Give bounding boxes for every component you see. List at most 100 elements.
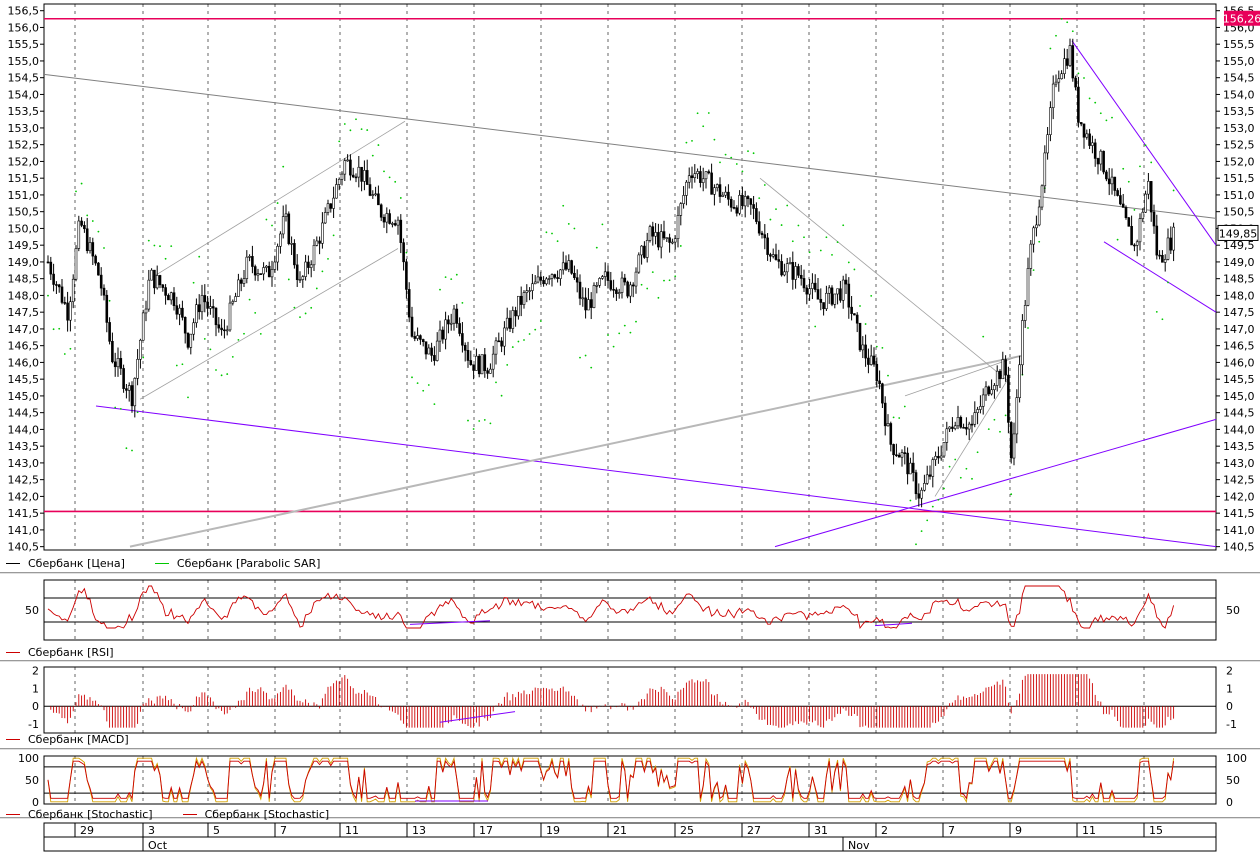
candle-body	[1155, 225, 1159, 256]
candle-body	[603, 271, 607, 277]
y-tick-label: 154,5	[8, 72, 40, 85]
candle-body	[612, 289, 615, 291]
sar-dot	[707, 112, 710, 114]
sar-dot	[495, 381, 497, 384]
candle-body	[673, 238, 677, 243]
candle-body	[939, 455, 943, 459]
legend-item-rsi: Сбербанк [RSI]	[0, 646, 114, 659]
candle-body	[197, 304, 201, 313]
candle-body	[517, 295, 520, 317]
candle-body	[223, 329, 226, 332]
candle-body	[189, 333, 193, 348]
candle-body	[122, 368, 125, 389]
y-tick-label: 154,5	[1223, 72, 1255, 85]
candle-body	[175, 305, 179, 315]
sar-dot	[203, 338, 206, 340]
y-tick-label: 152,5	[1223, 139, 1255, 152]
candle-body	[321, 222, 324, 244]
candle-body	[49, 261, 53, 275]
candle-body	[1082, 123, 1086, 138]
sar-dot	[982, 335, 985, 338]
sar-dot	[47, 294, 49, 297]
candle-body	[77, 220, 81, 249]
candle-body	[699, 171, 702, 183]
candle-body	[1088, 133, 1091, 146]
candle-body	[987, 386, 991, 395]
y-tick-label: 0	[1226, 796, 1233, 809]
sar-dot	[265, 218, 268, 221]
sar-dot	[584, 354, 587, 357]
sar-dot	[371, 154, 374, 157]
candle-body	[237, 279, 240, 297]
sar-dot	[999, 430, 1001, 433]
sar-dot	[752, 152, 755, 155]
sar-dot	[1161, 318, 1164, 321]
sar-dot	[679, 245, 682, 247]
sar-dot	[523, 339, 525, 341]
sar-dot	[847, 261, 850, 264]
legend-swatch	[154, 562, 169, 564]
candle-body	[531, 283, 534, 291]
channel-line	[149, 120, 406, 280]
candle-body	[343, 160, 347, 175]
sar-dot	[63, 353, 66, 355]
candle-body	[797, 266, 800, 276]
candle-body	[729, 198, 733, 208]
candle-body	[1077, 86, 1080, 123]
sar-dot	[1144, 144, 1147, 147]
candle-body	[965, 427, 968, 430]
sar-dot	[332, 234, 335, 237]
candle-body	[340, 173, 344, 180]
candle-body	[827, 287, 831, 294]
candle-body	[640, 245, 643, 256]
candle-body	[281, 216, 285, 235]
candle-body	[231, 301, 235, 304]
sar-dot	[786, 204, 789, 207]
sar-dot	[987, 428, 990, 431]
candle-body	[956, 417, 960, 427]
candle-body	[676, 215, 680, 240]
sar-dot	[1167, 281, 1169, 284]
sar-dot	[1105, 119, 1108, 122]
sar-dot	[1071, 30, 1074, 33]
legend-label: Сбербанк [Stochastic]	[28, 807, 153, 821]
sar-dot	[747, 150, 749, 153]
candle-body	[475, 355, 478, 371]
candle-body	[402, 242, 405, 263]
sar-dot	[209, 348, 212, 351]
candle-body	[1135, 241, 1139, 246]
candle-body	[360, 166, 363, 182]
y-tick-label: 141,0	[1223, 524, 1255, 537]
sar-dot	[439, 288, 441, 291]
candle-body	[830, 287, 834, 305]
sar-dot	[52, 328, 55, 331]
candle-body	[945, 428, 949, 443]
sar-dot	[1172, 189, 1175, 192]
candle-body	[976, 409, 979, 413]
x-tick-label: 21	[613, 824, 627, 837]
candle-body	[721, 194, 725, 197]
candle-body	[108, 322, 111, 342]
sar-dot	[500, 394, 503, 397]
candle-body	[351, 174, 355, 178]
candle-body	[130, 385, 134, 407]
sar-dot	[853, 268, 856, 271]
y-tick-label: 100	[18, 752, 39, 765]
candle-body	[405, 261, 408, 290]
sar-dot	[881, 346, 884, 349]
y-tick-label: 148,0	[8, 289, 40, 302]
candle-body	[46, 261, 50, 264]
candle-body	[629, 284, 632, 297]
candle-body	[903, 452, 907, 454]
candle-body	[116, 358, 120, 368]
candle-body	[69, 301, 72, 321]
candle-body	[382, 216, 386, 223]
candle-body	[746, 196, 750, 200]
candle-body	[228, 302, 232, 331]
candle-body	[1121, 203, 1125, 208]
last-price-label: 149,85	[1219, 227, 1258, 240]
sar-dot	[573, 227, 576, 230]
sar-dot	[909, 499, 912, 502]
candle-body	[477, 355, 481, 375]
sar-dot	[819, 249, 822, 252]
